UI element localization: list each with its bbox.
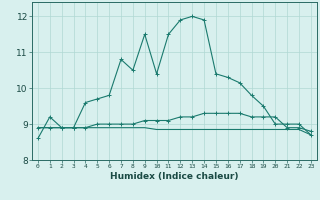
X-axis label: Humidex (Indice chaleur): Humidex (Indice chaleur) bbox=[110, 172, 239, 181]
